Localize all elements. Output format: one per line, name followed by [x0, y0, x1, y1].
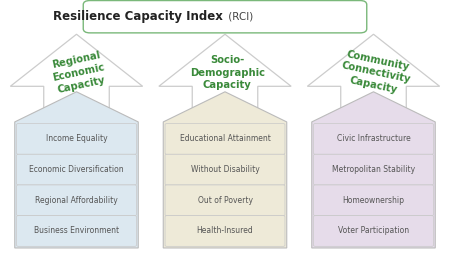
Polygon shape	[10, 34, 143, 127]
Polygon shape	[307, 34, 440, 127]
Polygon shape	[312, 92, 435, 248]
Text: Community
Connectivity
Capacity: Community Connectivity Capacity	[338, 48, 414, 97]
Text: Homeownership: Homeownership	[342, 196, 405, 205]
FancyBboxPatch shape	[314, 216, 433, 246]
FancyBboxPatch shape	[314, 185, 433, 216]
Text: Regional
Economic
Capacity: Regional Economic Capacity	[49, 50, 108, 95]
Text: Voter Participation: Voter Participation	[338, 227, 409, 235]
FancyBboxPatch shape	[17, 124, 136, 154]
FancyBboxPatch shape	[165, 216, 285, 246]
Text: (RCI): (RCI)	[225, 12, 253, 22]
Polygon shape	[159, 34, 291, 127]
Text: Regional Affordability: Regional Affordability	[35, 196, 118, 205]
Polygon shape	[15, 92, 138, 248]
FancyBboxPatch shape	[165, 124, 285, 154]
FancyBboxPatch shape	[17, 216, 136, 246]
Text: Socio-
Demographic
Capacity: Socio- Demographic Capacity	[190, 55, 265, 90]
FancyBboxPatch shape	[314, 124, 433, 154]
FancyBboxPatch shape	[165, 154, 285, 185]
Text: Without Disability: Without Disability	[191, 165, 259, 174]
FancyBboxPatch shape	[83, 1, 367, 33]
Text: Health-Insured: Health-Insured	[197, 227, 253, 235]
Text: Out of Poverty: Out of Poverty	[198, 196, 252, 205]
Text: Resilience Capacity Index: Resilience Capacity Index	[53, 10, 223, 23]
Text: Income Equality: Income Equality	[46, 135, 107, 143]
Text: Economic Diversification: Economic Diversification	[29, 165, 124, 174]
Text: Metropolitan Stability: Metropolitan Stability	[332, 165, 415, 174]
FancyBboxPatch shape	[314, 154, 433, 185]
FancyBboxPatch shape	[17, 154, 136, 185]
Polygon shape	[163, 92, 287, 248]
Text: Business Environment: Business Environment	[34, 227, 119, 235]
Text: Civic Infrastructure: Civic Infrastructure	[337, 135, 410, 143]
Text: Educational Attainment: Educational Attainment	[180, 135, 270, 143]
FancyBboxPatch shape	[17, 185, 136, 216]
FancyBboxPatch shape	[165, 185, 285, 216]
